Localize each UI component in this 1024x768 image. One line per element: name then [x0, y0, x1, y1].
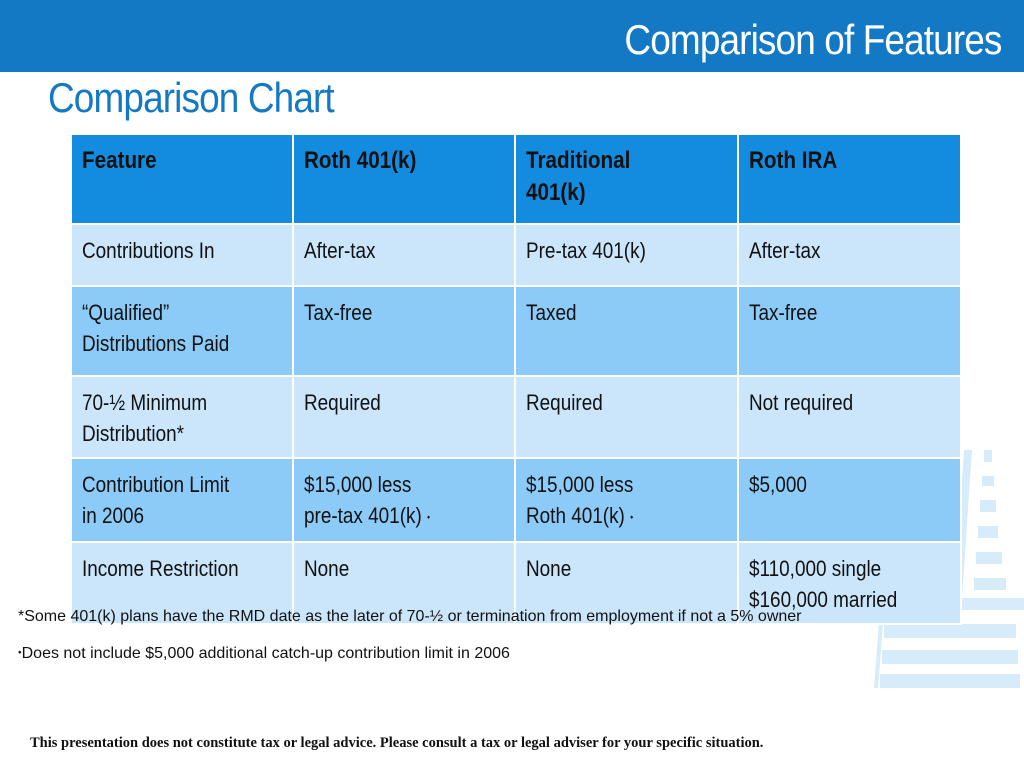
- table-cell: Taxed: [514, 285, 739, 377]
- table-cell: Contributions In: [70, 223, 294, 287]
- table-cell: After-tax: [292, 223, 516, 287]
- decorative-stairs-graphic: [874, 450, 1024, 688]
- table-cell: Pre-tax 401(k): [514, 223, 739, 287]
- footnote-catchup: ⬩Does not include $5,000 additional catc…: [18, 645, 510, 662]
- table-cell: Contribution Limit in 2006: [70, 457, 294, 543]
- table-cell: Required: [292, 375, 516, 459]
- table-row: 70-½ Minimum Distribution* Required Requi…: [70, 375, 962, 459]
- page-title: Comparison Chart: [48, 74, 335, 121]
- footnotes: *Some 401(k) plans have the RMD date as …: [18, 607, 1018, 680]
- table-cell: None: [514, 541, 739, 625]
- table-cell: After-tax: [737, 223, 962, 287]
- header-roth-ira: Roth IRA: [737, 133, 962, 225]
- table-cell: $5,000: [737, 457, 962, 543]
- header-roth-401k: Roth 401(k): [292, 133, 516, 225]
- table-cell: Tax-free: [737, 285, 962, 377]
- table-row: Contributions In After-tax Pre-tax 401(k…: [70, 223, 962, 287]
- header-feature: Feature: [70, 133, 294, 225]
- diamond-bullet-icon: ⬩: [427, 512, 431, 523]
- table-row: Income Restriction None None $110,000 si…: [70, 541, 962, 625]
- header-bar: Comparison of Features: [0, 0, 1024, 72]
- comparison-table: Feature Roth 401(k) Traditional 401(k) Ro…: [70, 133, 962, 625]
- table-cell: Not required: [737, 375, 962, 459]
- table-cell: Income Restriction: [70, 541, 294, 625]
- header-title: Comparison of Features: [624, 16, 1003, 63]
- table-cell: None: [292, 541, 516, 625]
- table-cell: 70-½ Minimum Distribution*: [70, 375, 294, 459]
- diamond-bullet-icon: ⬩: [18, 647, 22, 658]
- table-cell: Tax-free: [292, 285, 516, 377]
- diamond-bullet-icon: ⬩: [630, 512, 634, 523]
- table-cell: “Qualified” Distributions Paid: [70, 285, 294, 377]
- table-cell: $110,000 single $160,000 married: [737, 541, 962, 625]
- table-header-row: Feature Roth 401(k) Traditional 401(k) Ro…: [70, 133, 962, 225]
- table-cell: $15,000 less Roth 401(k) ⬩: [514, 457, 739, 543]
- table-row: Contribution Limit in 2006 $15,000 less pr…: [70, 457, 962, 543]
- footnote-rmd: *Some 401(k) plans have the RMD date as …: [18, 608, 802, 625]
- table-cell: Required: [514, 375, 739, 459]
- table-row: “Qualified” Distributions Paid Tax-free T…: [70, 285, 962, 377]
- disclaimer: This presentation does not constitute ta…: [30, 735, 764, 751]
- header-traditional-401k: Traditional 401(k): [514, 133, 739, 225]
- table-cell: $15,000 less pre-tax 401(k) ⬩: [292, 457, 516, 543]
